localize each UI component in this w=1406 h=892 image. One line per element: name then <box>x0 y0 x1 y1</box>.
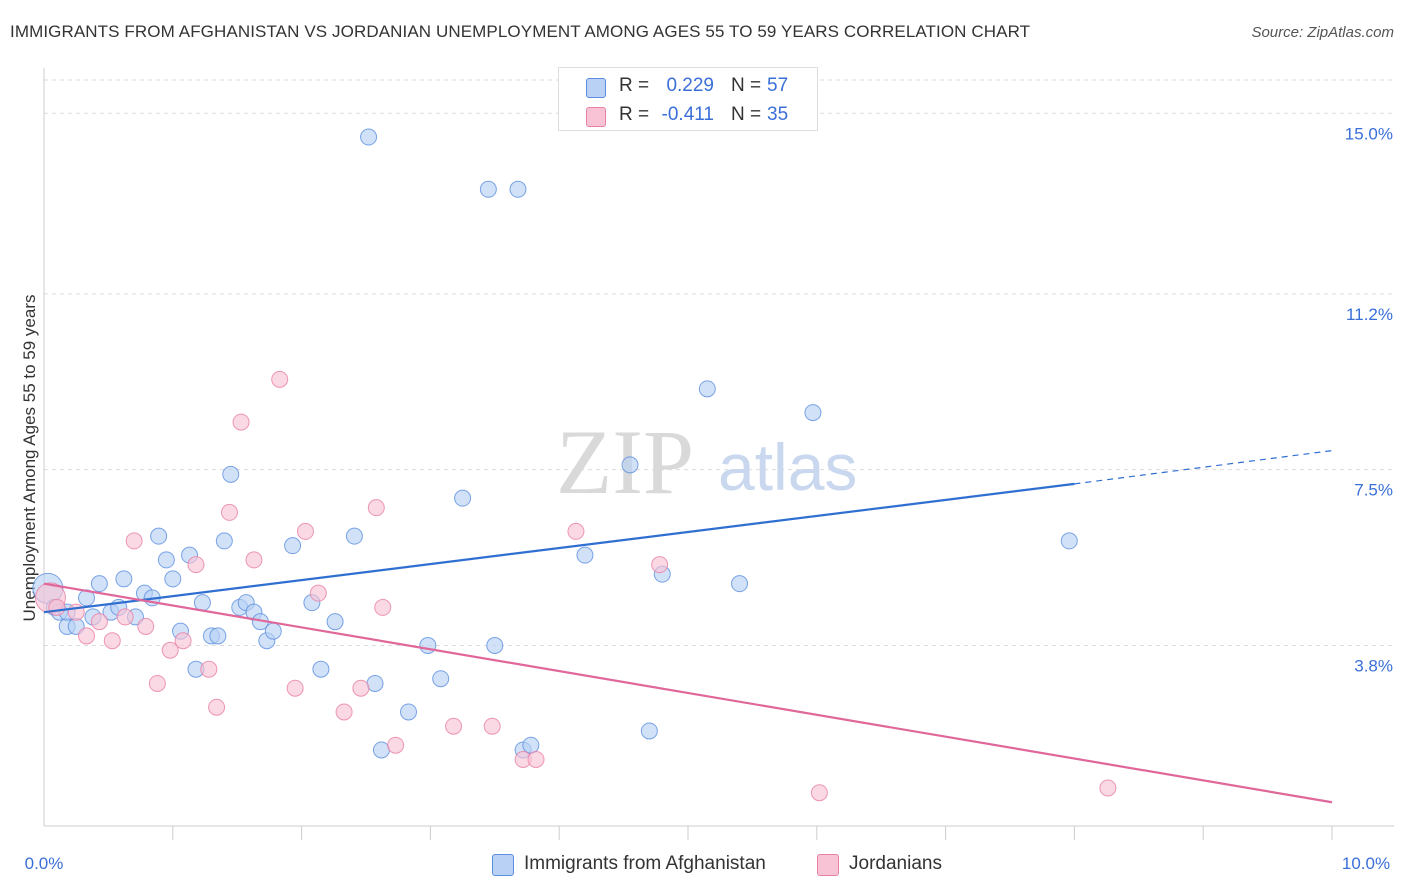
point-jordanians <box>309 584 327 602</box>
legend-n-label: N = <box>731 75 762 96</box>
legend-row-afghanistan: R = 0.229 N = 57 <box>559 70 817 100</box>
point-afghanistan <box>804 404 822 422</box>
point-afghanistan <box>150 527 168 545</box>
legend-swatch-jordanians <box>586 107 606 127</box>
trend-line-afghanistan-extension <box>1074 450 1333 485</box>
watermark-atlas: atlas <box>718 430 857 504</box>
point-afghanistan <box>419 636 437 654</box>
series-swatch-jordanians <box>817 854 839 876</box>
point-afghanistan <box>640 722 658 740</box>
point-jordanians <box>200 660 218 678</box>
correlation-legend: R = 0.229 N = 57 R = -0.411 N = 35 <box>558 67 818 131</box>
x-tick-label-min: 0.0% <box>25 854 64 873</box>
series-name-afghanistan: Immigrants from Afghanistan <box>524 853 766 874</box>
point-afghanistan <box>479 180 497 198</box>
point-afghanistan <box>522 736 540 754</box>
point-afghanistan <box>264 622 282 640</box>
point-jordanians <box>810 784 828 802</box>
series-name-jordanians: Jordanians <box>849 853 942 874</box>
point-afghanistan <box>731 575 749 593</box>
point-afghanistan <box>312 660 330 678</box>
legend-r-label: R = <box>619 104 650 125</box>
y-tick-label: 15.0% <box>1345 124 1393 143</box>
point-jordanians <box>271 370 289 388</box>
point-afghanistan <box>326 613 344 631</box>
point-afghanistan <box>621 456 639 474</box>
legend-r-label: R = <box>619 75 650 96</box>
point-jordanians <box>483 717 501 735</box>
point-afghanistan <box>222 465 240 483</box>
series-legend: Immigrants from Afghanistan Jordanians <box>0 852 1406 878</box>
point-afghanistan <box>215 532 233 550</box>
point-afghanistan <box>90 575 108 593</box>
point-jordanians <box>137 617 155 635</box>
point-afghanistan <box>400 703 418 721</box>
point-jordanians <box>220 503 238 521</box>
point-jordanians <box>352 679 370 697</box>
point-afghanistan <box>576 546 594 564</box>
y-tick-label: 7.5% <box>1354 481 1393 500</box>
point-jordanians <box>527 750 545 768</box>
y-tick-label: 11.2% <box>1346 305 1393 324</box>
point-jordanians <box>286 679 304 697</box>
point-afghanistan <box>432 670 450 688</box>
legend-row-jordanians: R = -0.411 N = 35 <box>559 99 817 129</box>
point-jordanians <box>187 556 205 574</box>
point-jordanians <box>374 598 392 616</box>
point-afghanistan <box>157 551 175 569</box>
point-jordanians <box>48 598 66 616</box>
legend-r-value-afghanistan: 0.229 <box>666 75 714 96</box>
trend-line-jordanians <box>43 582 1333 804</box>
point-jordanians <box>1099 779 1117 797</box>
point-afghanistan <box>698 380 716 398</box>
point-jordanians <box>245 551 263 569</box>
point-afghanistan <box>372 741 390 759</box>
point-jordanians <box>232 413 250 431</box>
point-afghanistan <box>454 489 472 507</box>
point-afghanistan <box>1060 532 1078 550</box>
point-jordanians <box>567 522 585 540</box>
point-jordanians <box>651 556 669 574</box>
point-jordanians <box>335 703 353 721</box>
point-afghanistan <box>115 570 133 588</box>
point-afghanistan <box>366 674 384 692</box>
point-afghanistan <box>345 527 363 545</box>
legend-n-value-jordanians: 35 <box>767 104 789 125</box>
legend-swatch-afghanistan <box>586 78 606 98</box>
point-afghanistan <box>509 180 527 198</box>
point-afghanistan <box>193 594 211 612</box>
x-tick-label-max: 10.0% <box>1342 854 1390 873</box>
point-jordanians <box>90 613 108 631</box>
legend-n-value-afghanistan: 57 <box>767 75 789 96</box>
point-afghanistan <box>486 636 504 654</box>
point-jordanians <box>387 736 405 754</box>
point-afghanistan <box>360 128 378 146</box>
point-jordanians <box>125 532 143 550</box>
point-jordanians <box>296 522 314 540</box>
point-jordanians <box>208 698 226 716</box>
legend-n-label: N = <box>731 104 762 125</box>
y-tick-label: 3.8% <box>1354 656 1393 675</box>
chart-source: Source: ZipAtlas.com <box>1251 24 1394 41</box>
point-jordanians <box>103 632 121 650</box>
point-jordanians <box>116 608 134 626</box>
point-afghanistan <box>284 537 302 555</box>
point-jordanians <box>148 674 166 692</box>
point-jordanians <box>78 627 96 645</box>
legend-r-value-jordanians: -0.411 <box>661 104 714 125</box>
point-jordanians <box>445 717 463 735</box>
point-jordanians <box>174 632 192 650</box>
chart-title: IMMIGRANTS FROM AFGHANISTAN VS JORDANIAN… <box>10 22 1031 41</box>
point-afghanistan <box>209 627 227 645</box>
point-afghanistan <box>164 570 182 588</box>
point-jordanians <box>161 641 179 659</box>
point-jordanians <box>367 499 385 517</box>
trend-line-afghanistan <box>43 482 1075 614</box>
series-swatch-afghanistan <box>492 854 514 876</box>
